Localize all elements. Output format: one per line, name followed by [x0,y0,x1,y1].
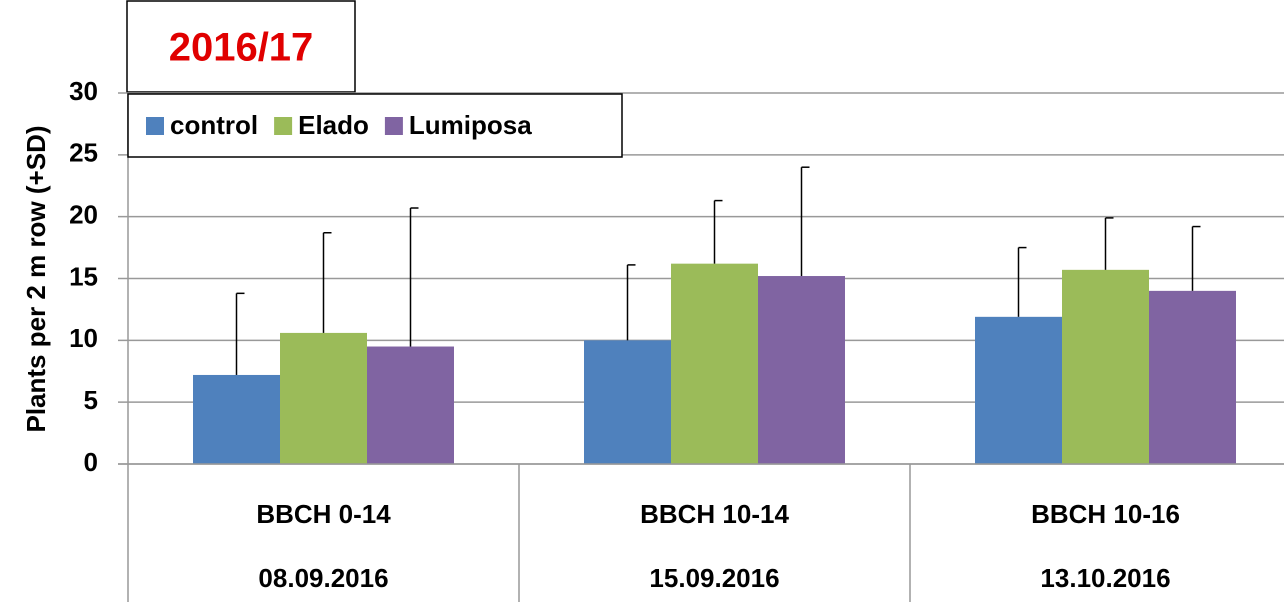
y-tick-label: 25 [69,138,98,168]
y-tick-label: 15 [69,261,98,291]
chart-title: 2016/17 [169,26,314,70]
legend-label: Lumiposa [409,110,532,140]
x-tick-label: BBCH 0-14 [256,499,391,529]
legend-box [127,93,623,158]
legend-swatch [274,117,293,135]
x-date-label: 13.10.2016 [1040,563,1170,593]
bar [280,332,367,464]
y-tick-label: 30 [69,76,98,106]
legend-swatch [146,117,164,135]
x-date-label: 08.09.2016 [258,563,388,593]
bar [1062,269,1149,464]
y-tick-label: 20 [69,200,98,230]
bar [193,374,280,464]
x-tick-label: BBCH 10-14 [640,499,789,529]
bar [975,316,1062,464]
legend-label: control [170,110,258,140]
y-axis-label: Plants per 2 m row (+SD) [21,125,51,432]
bar [758,276,845,464]
y-tick-label: 0 [84,447,98,477]
bar [584,340,671,464]
x-tick-label: BBCH 10-16 [1031,499,1180,529]
title-box [126,0,356,93]
x-date-label: 15.09.2016 [649,563,779,593]
legend-label: Elado [298,110,369,140]
bar [671,263,758,464]
bar [1149,290,1236,464]
y-tick-label: 10 [69,323,98,353]
y-tick-label: 5 [84,385,98,415]
legend-swatch [384,117,403,135]
bar [367,346,454,464]
